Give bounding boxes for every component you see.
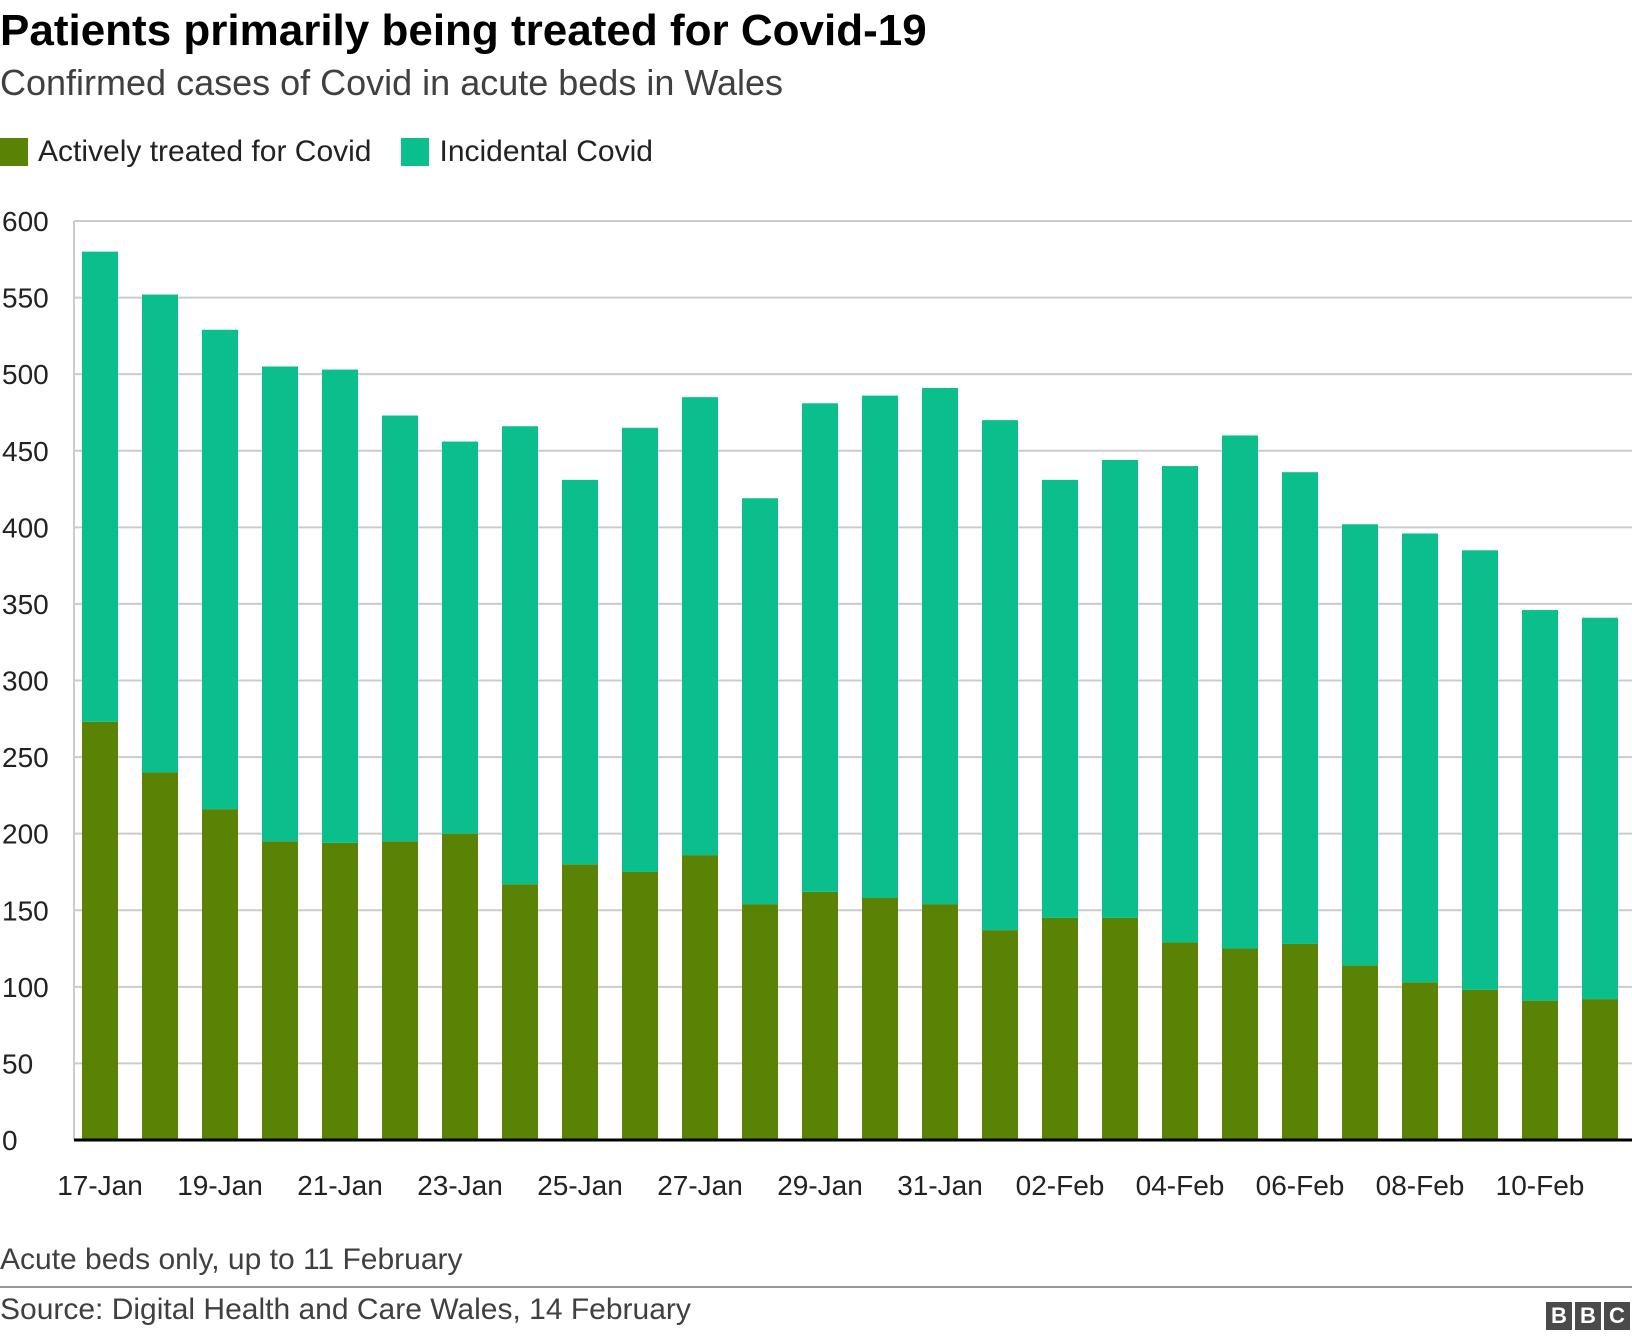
bar-incidental-06-Feb xyxy=(1282,472,1318,944)
bars xyxy=(74,251,1632,1142)
bar-active-19-Jan xyxy=(202,809,238,1140)
bar-active-30-Jan xyxy=(862,897,898,1140)
bar-active-10-Feb xyxy=(1522,1000,1558,1140)
bar-active-28-Jan xyxy=(742,904,778,1140)
bar-active-05-Feb xyxy=(1222,948,1258,1140)
bar-incidental-23-Jan xyxy=(442,441,478,834)
footnote: Acute beds only, up to 11 February xyxy=(0,1243,463,1276)
y-tick-label: 250 xyxy=(2,742,49,773)
bar-incidental-30-Jan xyxy=(862,395,898,898)
y-tick-label: 450 xyxy=(2,436,49,467)
chart-title: Patients primarily being treated for Cov… xyxy=(0,6,927,55)
legend: Actively treated for Covid Incidental Co… xyxy=(0,135,683,169)
bar-incidental-09-Feb xyxy=(1462,550,1498,990)
bar-active-29-Jan xyxy=(802,891,838,1140)
y-tick-label: 400 xyxy=(2,512,49,543)
bar-active-06-Feb xyxy=(1282,943,1318,1140)
legend-swatch-active xyxy=(0,138,28,166)
bar-active-22-Jan xyxy=(382,841,418,1140)
bar-incidental-01-Feb xyxy=(982,420,1018,931)
x-tick-label: 17-Jan xyxy=(57,1170,143,1201)
bar-incidental-25-Jan xyxy=(562,479,598,865)
logo-letter: B xyxy=(1575,1302,1601,1330)
bar-active-17-Jan xyxy=(82,721,118,1140)
chart-subtitle: Confirmed cases of Covid in acute beds i… xyxy=(0,62,784,103)
bar-active-23-Jan xyxy=(442,833,478,1140)
legend-swatch-incidental xyxy=(401,138,430,166)
bar-chart: 0 50 100 150 200 250 300 350 400 450 500 550 600 17-… xyxy=(2,206,1632,1201)
x-tick-label: 02-Feb xyxy=(1016,1170,1105,1201)
bar-active-04-Feb xyxy=(1162,942,1198,1140)
bar-incidental-24-Jan xyxy=(502,426,538,885)
x-tick-label: 27-Jan xyxy=(657,1170,743,1201)
footer-divider xyxy=(0,1286,1632,1288)
bar-active-01-Feb xyxy=(982,930,1018,1140)
y-axis-ticks: 0 50 100 150 200 250 300 350 400 450 500 550 600 xyxy=(2,206,49,1156)
bar-active-08-Feb xyxy=(1402,982,1438,1140)
x-tick-label: 08-Feb xyxy=(1376,1170,1465,1201)
bar-active-02-Feb xyxy=(1042,917,1078,1140)
bar-incidental-03-Feb xyxy=(1102,459,1138,918)
bar-incidental-19-Jan xyxy=(202,329,238,810)
x-tick-label: 04-Feb xyxy=(1136,1170,1225,1201)
bar-incidental-21-Jan xyxy=(322,369,358,843)
bar-incidental-07-Feb xyxy=(1342,524,1378,966)
bar-incidental-05-Feb xyxy=(1222,435,1258,949)
y-tick-label: 150 xyxy=(2,895,49,926)
x-tick-label: 10-Feb xyxy=(1496,1170,1585,1201)
grid-lines xyxy=(73,220,1632,1140)
bbc-logo: B B C xyxy=(1543,1302,1630,1330)
x-tick-label: 31-Jan xyxy=(897,1170,983,1201)
bar-active-11-Feb xyxy=(1582,999,1618,1140)
y-tick-label: 550 xyxy=(2,283,49,314)
y-tick-label: 500 xyxy=(2,359,49,390)
logo-letter: C xyxy=(1604,1302,1630,1330)
x-tick-label: 23-Jan xyxy=(417,1170,503,1201)
bar-incidental-10-Feb xyxy=(1522,610,1558,1001)
legend-label-incidental: Incidental Covid xyxy=(439,135,653,168)
bar-active-03-Feb xyxy=(1102,917,1138,1140)
bar-incidental-29-Jan xyxy=(802,403,838,892)
y-tick-label: 350 xyxy=(2,589,49,620)
bar-active-18-Jan xyxy=(142,772,178,1140)
y-tick-label: 200 xyxy=(2,819,49,850)
bar-incidental-17-Jan xyxy=(82,251,118,722)
legend-label-active: Actively treated for Covid xyxy=(38,135,372,168)
x-tick-label: 21-Jan xyxy=(297,1170,383,1201)
logo-letter: B xyxy=(1546,1302,1572,1330)
bar-incidental-28-Jan xyxy=(742,498,778,905)
y-tick-label: 0 xyxy=(2,1125,18,1156)
x-tick-label: 29-Jan xyxy=(777,1170,863,1201)
y-tick-label: 100 xyxy=(2,972,49,1003)
bar-incidental-02-Feb xyxy=(1042,479,1078,918)
bar-incidental-11-Feb xyxy=(1582,617,1618,1000)
x-tick-label: 25-Jan xyxy=(537,1170,623,1201)
y-tick-label: 50 xyxy=(2,1048,33,1079)
bar-incidental-20-Jan xyxy=(262,366,298,842)
bar-incidental-27-Jan xyxy=(682,397,718,856)
x-axis-ticks: 17-Jan 19-Jan 21-Jan 23-Jan 25-Jan 27-Jan 29-J… xyxy=(57,1170,1584,1201)
bar-incidental-18-Jan xyxy=(142,294,178,773)
bar-incidental-04-Feb xyxy=(1162,466,1198,943)
bar-incidental-31-Jan xyxy=(922,387,958,905)
x-tick-label: 06-Feb xyxy=(1256,1170,1345,1201)
bar-active-31-Jan xyxy=(922,904,958,1140)
bar-incidental-22-Jan xyxy=(382,415,418,842)
bar-active-27-Jan xyxy=(682,855,718,1140)
bar-incidental-08-Feb xyxy=(1402,533,1438,983)
bar-active-21-Jan xyxy=(322,842,358,1140)
bar-active-25-Jan xyxy=(562,864,598,1140)
bar-active-26-Jan xyxy=(622,871,658,1140)
x-tick-label: 19-Jan xyxy=(177,1170,263,1201)
bar-active-09-Feb xyxy=(1462,989,1498,1140)
bar-active-07-Feb xyxy=(1342,965,1378,1140)
bar-active-20-Jan xyxy=(262,841,298,1140)
bar-active-24-Jan xyxy=(502,884,538,1140)
legend-item-active: Actively treated for Covid xyxy=(0,135,371,169)
source-note: Source: Digital Health and Care Wales, 1… xyxy=(0,1293,691,1326)
bar-incidental-26-Jan xyxy=(622,427,658,872)
y-tick-label: 600 xyxy=(2,206,49,237)
legend-item-incidental: Incidental Covid xyxy=(401,135,653,169)
y-tick-label: 300 xyxy=(2,666,49,697)
